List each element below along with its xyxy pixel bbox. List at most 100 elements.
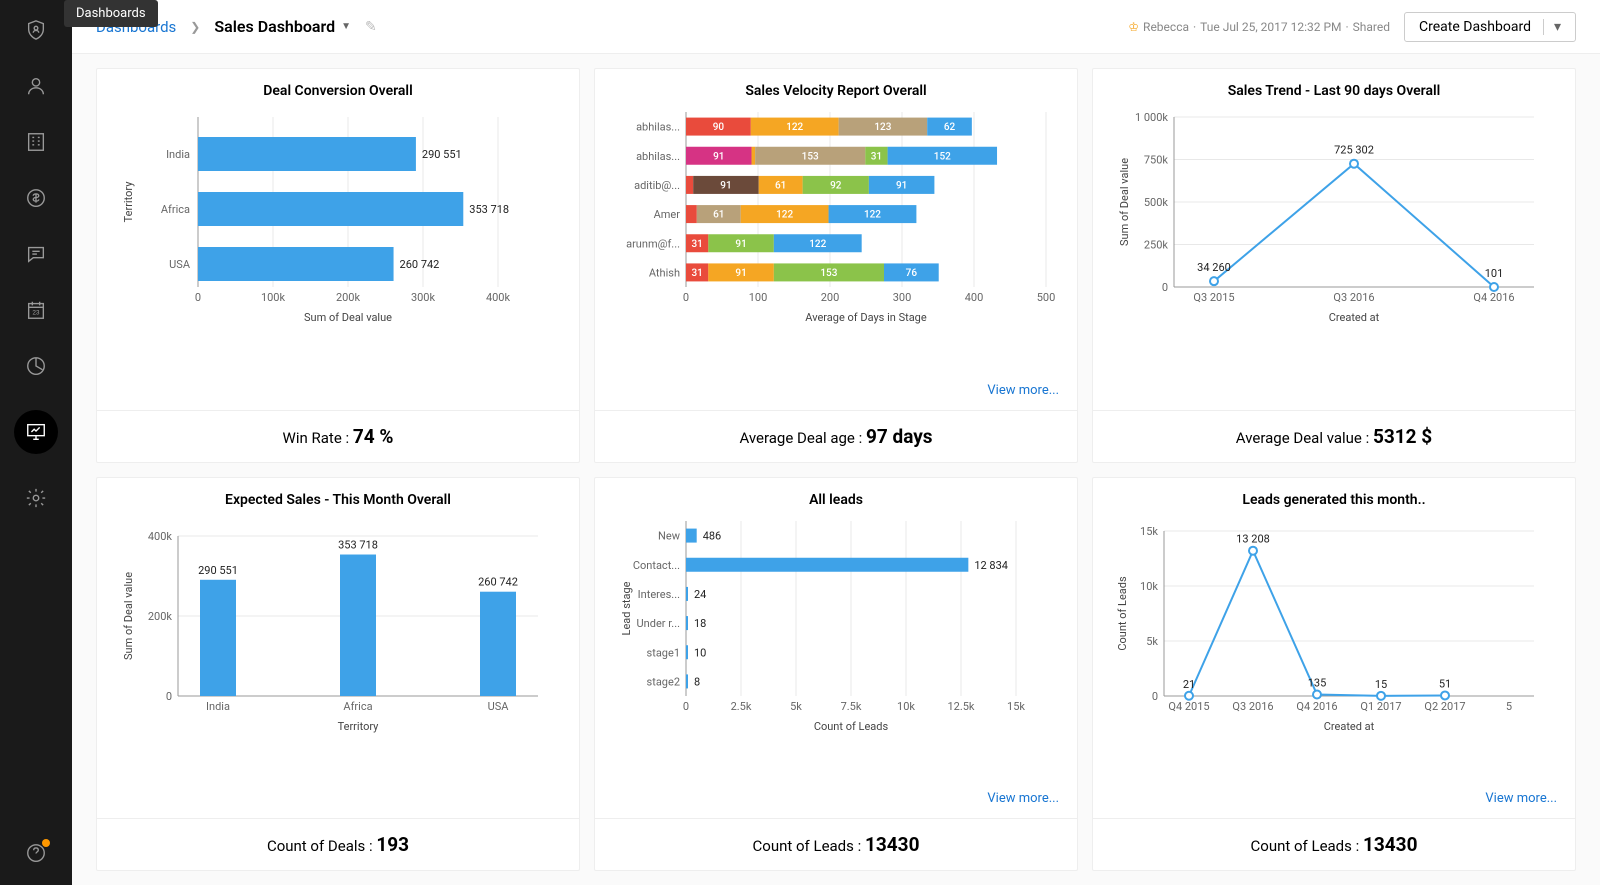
svg-text:300k: 300k: [411, 291, 436, 304]
svg-text:91: 91: [713, 151, 724, 162]
svg-text:12 834: 12 834: [974, 558, 1008, 571]
create-dashboard-button[interactable]: Create Dashboard ▾: [1404, 12, 1576, 42]
card-title: All leads: [595, 478, 1077, 516]
svg-text:92: 92: [830, 180, 842, 191]
svg-text:260 742: 260 742: [400, 258, 440, 271]
svg-text:Created at: Created at: [1329, 311, 1380, 324]
svg-text:486: 486: [703, 529, 722, 542]
svg-text:Q1 2017: Q1 2017: [1360, 700, 1401, 713]
svg-text:290 551: 290 551: [422, 148, 462, 161]
svg-text:250k: 250k: [1144, 239, 1169, 252]
svg-text:0: 0: [683, 291, 689, 304]
svg-text:0: 0: [166, 690, 172, 703]
svg-text:500: 500: [1037, 291, 1056, 304]
chevron-right-icon: ❯: [190, 20, 200, 34]
user-icon[interactable]: [24, 74, 48, 98]
calendar-icon[interactable]: 23: [24, 298, 48, 322]
svg-text:Count of Leads: Count of Leads: [814, 720, 889, 733]
svg-text:New: New: [658, 529, 681, 542]
svg-text:76: 76: [906, 268, 918, 279]
notification-dot: [42, 839, 50, 847]
svg-text:100: 100: [749, 291, 768, 304]
svg-text:Q3 2015: Q3 2015: [1193, 291, 1234, 304]
svg-text:400k: 400k: [486, 291, 511, 304]
card-title: Sales Velocity Report Overall: [595, 69, 1077, 107]
svg-text:Sum of Deal value: Sum of Deal value: [122, 571, 135, 659]
leads-generated-chart: 05k10k15kQ4 2015Q3 2016Q4 2016Q1 2017Q2 …: [1107, 516, 1561, 736]
svg-text:10: 10: [694, 646, 706, 659]
svg-text:153: 153: [820, 268, 837, 279]
svg-text:353 718: 353 718: [469, 203, 509, 216]
svg-text:Sum of Deal value: Sum of Deal value: [304, 311, 392, 324]
breadcrumb-current[interactable]: Sales Dashboard ▼: [214, 17, 351, 36]
crown-icon: ♔: [1128, 20, 1139, 34]
svg-text:Interes...: Interes...: [638, 587, 680, 600]
svg-text:15k: 15k: [1007, 700, 1025, 713]
dashboard-meta: ♔ Rebecca · Tue Jul 25, 2017 12:32 PM · …: [1128, 20, 1390, 34]
card-title: Sales Trend - Last 90 days Overall: [1093, 69, 1575, 107]
svg-text:31: 31: [691, 239, 702, 250]
svg-text:750k: 750k: [1144, 154, 1169, 167]
svg-text:0: 0: [195, 291, 201, 304]
presentation-icon[interactable]: Dashboards: [14, 410, 58, 454]
svg-text:Sum of Deal value: Sum of Deal value: [1118, 158, 1131, 246]
view-more-link[interactable]: View more...: [987, 791, 1059, 806]
view-more-link[interactable]: View more...: [987, 383, 1059, 398]
help-icon[interactable]: [24, 841, 48, 865]
gear-icon[interactable]: [24, 486, 48, 510]
card-footer: Count of Leads : 13430: [1093, 818, 1575, 870]
svg-text:90: 90: [713, 122, 725, 133]
svg-text:Q2 2017: Q2 2017: [1424, 700, 1465, 713]
svg-text:8: 8: [694, 675, 700, 688]
svg-text:Q3 2016: Q3 2016: [1232, 700, 1273, 713]
svg-text:122: 122: [786, 122, 803, 133]
svg-text:Africa: Africa: [161, 203, 190, 216]
svg-text:300: 300: [893, 291, 912, 304]
card-title: Deal Conversion Overall: [97, 69, 579, 107]
svg-text:61: 61: [713, 210, 724, 221]
card-all-leads: All leads 02.5k5k7.5k10k12.5k15kNew486Co…: [594, 477, 1078, 872]
svg-text:12.5k: 12.5k: [947, 700, 974, 713]
svg-text:Amer: Amer: [654, 208, 681, 221]
svg-text:51: 51: [1439, 677, 1451, 690]
svg-text:23: 23: [32, 309, 40, 317]
svg-text:200k: 200k: [336, 291, 361, 304]
svg-text:abhilas...: abhilas...: [636, 150, 680, 163]
svg-text:Q4 2016: Q4 2016: [1296, 700, 1337, 713]
svg-text:5k: 5k: [1146, 635, 1158, 648]
chevron-down-icon[interactable]: ▾: [1543, 19, 1561, 35]
svg-text:31: 31: [691, 268, 702, 279]
card-footer: Count of Leads : 13430: [595, 818, 1077, 870]
pie-icon[interactable]: [24, 354, 48, 378]
svg-text:1 000k: 1 000k: [1135, 111, 1168, 124]
card-expected-sales: Expected Sales - This Month Overall 0200…: [96, 477, 580, 872]
svg-text:0: 0: [1152, 690, 1158, 703]
building-icon[interactable]: [24, 130, 48, 154]
chat-icon[interactable]: [24, 242, 48, 266]
svg-text:Average of Days in Stage: Average of Days in Stage: [805, 311, 927, 324]
svg-text:0: 0: [683, 700, 689, 713]
sidebar: 23 Dashboards: [0, 0, 72, 885]
sales-trend-chart: 0250k500k750k1 000kQ3 2015Q3 2016Q4 2016…: [1107, 107, 1561, 327]
card-sales-trend: Sales Trend - Last 90 days Overall 0 250k…: [1092, 68, 1576, 463]
view-more-link[interactable]: View more...: [1485, 791, 1557, 806]
svg-text:15: 15: [1375, 677, 1387, 690]
svg-text:122: 122: [809, 239, 826, 250]
svg-text:91: 91: [720, 180, 731, 191]
card-leads-generated: Leads generated this month.. 05k10k15kQ4…: [1092, 477, 1576, 872]
svg-text:India: India: [206, 700, 230, 713]
svg-text:0: 0: [1162, 281, 1168, 294]
card-footer: Win Rate : 74 %: [97, 410, 579, 462]
svg-text:725 302: 725 302: [1334, 144, 1374, 157]
svg-text:15k: 15k: [1140, 525, 1158, 538]
card-footer: Average Deal age : 97 days: [595, 410, 1077, 462]
pencil-icon[interactable]: ✎: [365, 19, 377, 35]
svg-text:Q4 2015: Q4 2015: [1168, 700, 1209, 713]
card-footer: Count of Deals : 193: [97, 818, 579, 870]
svg-text:stage2: stage2: [647, 675, 680, 688]
svg-text:10k: 10k: [897, 700, 915, 713]
svg-text:stage1: stage1: [647, 646, 680, 659]
svg-text:5k: 5k: [790, 700, 802, 713]
shield-icon[interactable]: [24, 18, 48, 42]
dollar-icon[interactable]: [24, 186, 48, 210]
